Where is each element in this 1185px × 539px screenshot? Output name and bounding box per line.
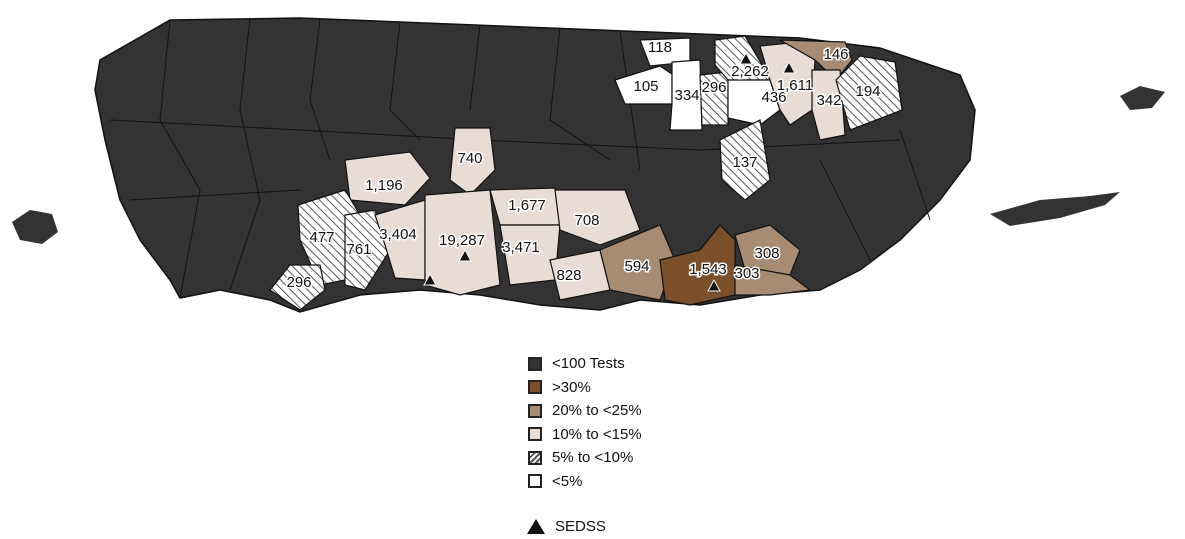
municipality-region bbox=[269, 264, 326, 311]
legend-swatch bbox=[528, 403, 542, 418]
legend-swatch bbox=[528, 356, 542, 371]
test-count-label: 334 bbox=[674, 87, 699, 104]
test-count-label: 296 bbox=[701, 79, 726, 96]
legend-swatch bbox=[528, 474, 542, 489]
legend-label: >30% bbox=[552, 378, 591, 396]
municipality-region bbox=[811, 69, 846, 141]
test-count-label: 3,471 bbox=[502, 239, 540, 256]
legend-item: <5% bbox=[528, 470, 642, 494]
legend: <100 Tests >30% 20% to <25% 10% to <15% 5% t… bbox=[527, 352, 642, 539]
mona-island bbox=[12, 210, 58, 244]
sedss-triangle-icon bbox=[782, 60, 796, 74]
test-count-label: 105 bbox=[633, 78, 658, 95]
test-count-label: 2,262 bbox=[731, 63, 769, 80]
legend-item: 20% to <25% bbox=[528, 399, 642, 423]
test-count-label: 1,196 bbox=[365, 177, 403, 194]
test-count-label: 19,287 bbox=[439, 232, 485, 249]
sedss-triangle-icon bbox=[707, 278, 721, 292]
legend-swatch bbox=[528, 380, 542, 395]
municipality-region bbox=[344, 151, 431, 206]
legend-item: >30% bbox=[528, 376, 642, 400]
test-count-label: 137 bbox=[732, 154, 757, 171]
municipality-region bbox=[669, 59, 703, 131]
test-count-label: 118 bbox=[648, 39, 672, 56]
test-count-label: 477 bbox=[309, 229, 334, 246]
test-count-label: 1,611 bbox=[777, 77, 813, 94]
test-count-label: 1,677 bbox=[508, 197, 546, 214]
culebra-island bbox=[1120, 86, 1165, 110]
test-count-label: 342 bbox=[816, 92, 841, 109]
legend-swatch bbox=[528, 427, 542, 442]
test-count-label: 828 bbox=[556, 267, 581, 284]
legend-label: 10% to <15% bbox=[552, 425, 642, 443]
test-count-label: 761 bbox=[346, 241, 371, 258]
municipality-region bbox=[727, 79, 781, 126]
legend-item: 10% to <15% bbox=[528, 423, 642, 447]
test-count-label: 436 bbox=[761, 89, 786, 106]
legend-label: <5% bbox=[552, 472, 583, 490]
test-count-label: 740 bbox=[457, 150, 482, 167]
municipality-region bbox=[374, 199, 426, 281]
legend-item-sedss: SEDSS bbox=[527, 515, 642, 539]
vieques-island bbox=[990, 192, 1120, 226]
sedss-triangle-icon bbox=[423, 272, 437, 286]
sedss-triangle-icon bbox=[458, 248, 472, 262]
municipality-region bbox=[554, 189, 641, 246]
test-count-label: 1,543 bbox=[689, 261, 727, 278]
municipality-region bbox=[699, 71, 729, 126]
municipality-region bbox=[719, 119, 771, 201]
test-count-label: 308 bbox=[754, 245, 779, 262]
test-count-label: 303 bbox=[734, 265, 759, 282]
municipality-region bbox=[344, 209, 391, 291]
municipality-region bbox=[424, 189, 501, 296]
sedss-triangle-icon bbox=[527, 519, 545, 535]
test-count-label: 146 bbox=[823, 46, 848, 63]
test-count-label: 708 bbox=[574, 212, 599, 229]
test-count-label: 296 bbox=[286, 274, 311, 291]
legend-label: SEDSS bbox=[555, 518, 606, 536]
legend-item: 5% to <10% bbox=[528, 446, 642, 470]
sedss-triangle-icon bbox=[739, 51, 753, 65]
legend-label: 5% to <10% bbox=[552, 449, 634, 467]
legend-item: <100 Tests bbox=[528, 352, 642, 376]
municipality-region bbox=[449, 127, 496, 196]
test-count-label: 194 bbox=[855, 83, 880, 100]
legend-label: 20% to <25% bbox=[552, 402, 642, 420]
municipality-region bbox=[734, 224, 801, 276]
municipality-region bbox=[835, 55, 903, 131]
legend-label: <100 Tests bbox=[552, 355, 625, 373]
municipality-region bbox=[734, 264, 812, 296]
test-count-label: 594 bbox=[624, 258, 649, 275]
legend-swatch bbox=[528, 450, 542, 465]
test-count-label: 3,404 bbox=[379, 226, 417, 243]
